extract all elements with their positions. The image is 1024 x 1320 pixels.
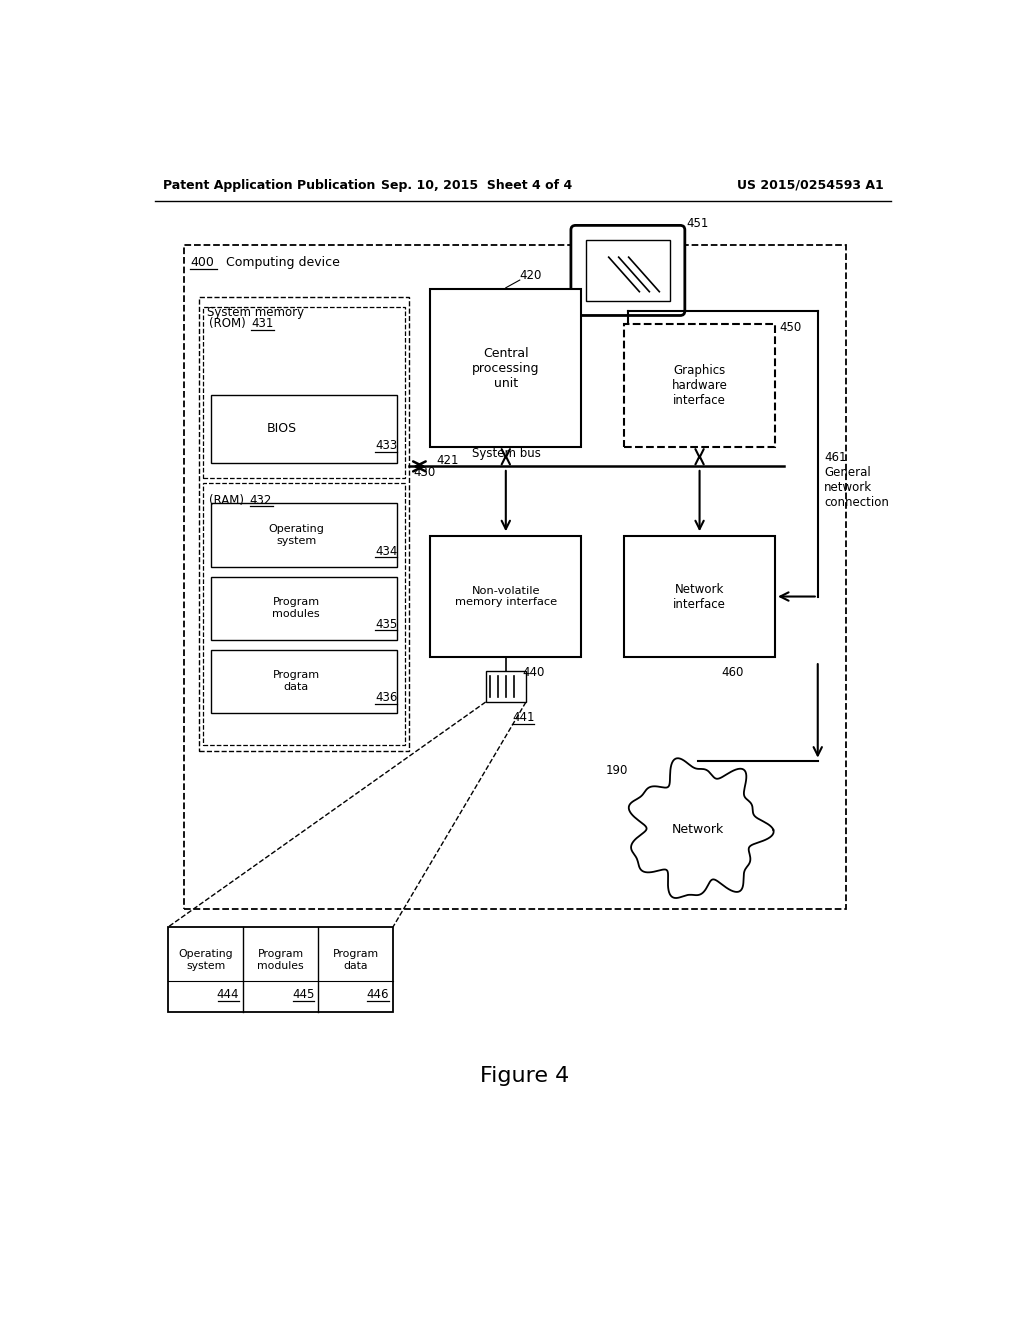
Text: Operating
system: Operating system xyxy=(268,524,325,545)
Text: 460: 460 xyxy=(721,667,743,680)
Text: System memory: System memory xyxy=(207,306,304,319)
Text: 451: 451 xyxy=(686,218,709,231)
Bar xyxy=(168,927,393,1011)
Bar xyxy=(624,323,775,447)
Text: 421: 421 xyxy=(436,454,459,467)
Text: 432: 432 xyxy=(250,494,272,507)
Text: 433: 433 xyxy=(375,440,397,453)
Text: 444: 444 xyxy=(217,989,240,1001)
Text: Graphics
hardware
interface: Graphics hardware interface xyxy=(672,364,727,407)
Text: Operating
system: Operating system xyxy=(178,949,233,970)
Text: Network: Network xyxy=(672,824,724,837)
Bar xyxy=(203,483,404,744)
Bar xyxy=(200,297,409,751)
Text: Program
data: Program data xyxy=(272,671,319,692)
Bar xyxy=(211,503,397,566)
Text: Program
modules: Program modules xyxy=(272,597,319,619)
Text: Network
interface: Network interface xyxy=(673,582,726,611)
Text: 435: 435 xyxy=(375,618,397,631)
Text: 400: 400 xyxy=(190,256,214,269)
Text: 441: 441 xyxy=(512,711,535,723)
Text: 461: 461 xyxy=(824,450,847,463)
Bar xyxy=(430,289,582,447)
Bar xyxy=(624,536,775,657)
Text: 445: 445 xyxy=(292,989,314,1001)
Text: (ROM): (ROM) xyxy=(209,317,246,330)
Polygon shape xyxy=(629,758,774,898)
Text: 430: 430 xyxy=(414,466,435,479)
Bar xyxy=(211,395,397,462)
Text: US 2015/0254593 A1: US 2015/0254593 A1 xyxy=(737,178,884,191)
Text: (RAM): (RAM) xyxy=(209,494,245,507)
Text: Program
modules: Program modules xyxy=(257,949,304,970)
Text: 431: 431 xyxy=(251,317,273,330)
Bar xyxy=(203,308,404,478)
Text: Non-volatile
memory interface: Non-volatile memory interface xyxy=(455,586,557,607)
Text: 440: 440 xyxy=(523,667,545,680)
Text: BIOS: BIOS xyxy=(266,422,297,436)
Bar xyxy=(430,536,582,657)
Text: Central
processing
unit: Central processing unit xyxy=(472,347,540,389)
Text: System bus: System bus xyxy=(472,446,541,459)
Text: 434: 434 xyxy=(375,545,397,557)
Bar xyxy=(211,577,397,640)
Text: 190: 190 xyxy=(605,764,628,777)
Bar xyxy=(586,240,670,301)
Text: Figure 4: Figure 4 xyxy=(480,1067,569,1086)
Text: 436: 436 xyxy=(375,690,397,704)
Text: Computing device: Computing device xyxy=(226,256,340,269)
Text: General
network
connection: General network connection xyxy=(824,466,889,510)
Text: Sep. 10, 2015  Sheet 4 of 4: Sep. 10, 2015 Sheet 4 of 4 xyxy=(381,178,572,191)
Bar xyxy=(211,649,397,713)
Text: 420: 420 xyxy=(520,269,542,282)
FancyBboxPatch shape xyxy=(571,226,685,315)
Bar xyxy=(485,671,526,702)
Text: 446: 446 xyxy=(367,989,389,1001)
Text: 450: 450 xyxy=(779,321,801,334)
Text: Patent Application Publication: Patent Application Publication xyxy=(163,178,375,191)
Bar xyxy=(183,246,847,909)
Text: Program
data: Program data xyxy=(333,949,379,970)
